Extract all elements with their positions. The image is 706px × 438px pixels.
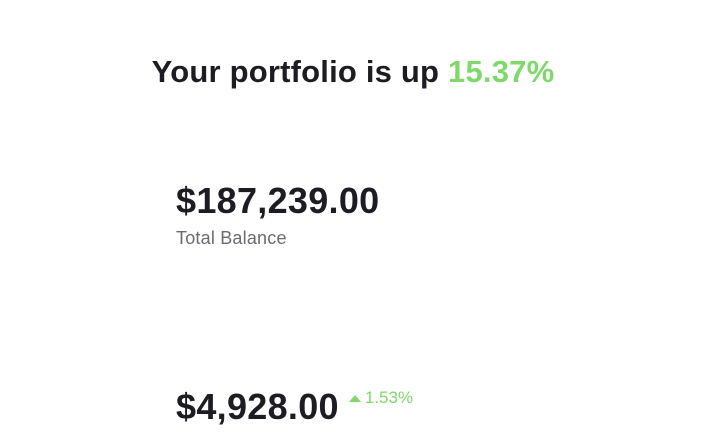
headline-prefix: Your portfolio is up <box>151 54 449 89</box>
holding-change-percent: 1.53% <box>364 388 414 407</box>
portfolio-headline: Your portfolio is up 15.37% <box>0 54 706 90</box>
total-balance-amount: $187,239.00 <box>176 180 380 221</box>
headline-percent: 15.37% <box>448 54 555 89</box>
total-balance-card: $187,239.00 Total Balance <box>176 180 380 249</box>
holding-change: 1.53% <box>348 388 414 408</box>
total-balance-label: Total Balance <box>176 228 287 248</box>
triangle-up-icon <box>348 394 361 402</box>
holding-value-row: $4,928.00 1.53% <box>176 386 413 428</box>
holding-amount: $4,928.00 <box>176 386 339 427</box>
